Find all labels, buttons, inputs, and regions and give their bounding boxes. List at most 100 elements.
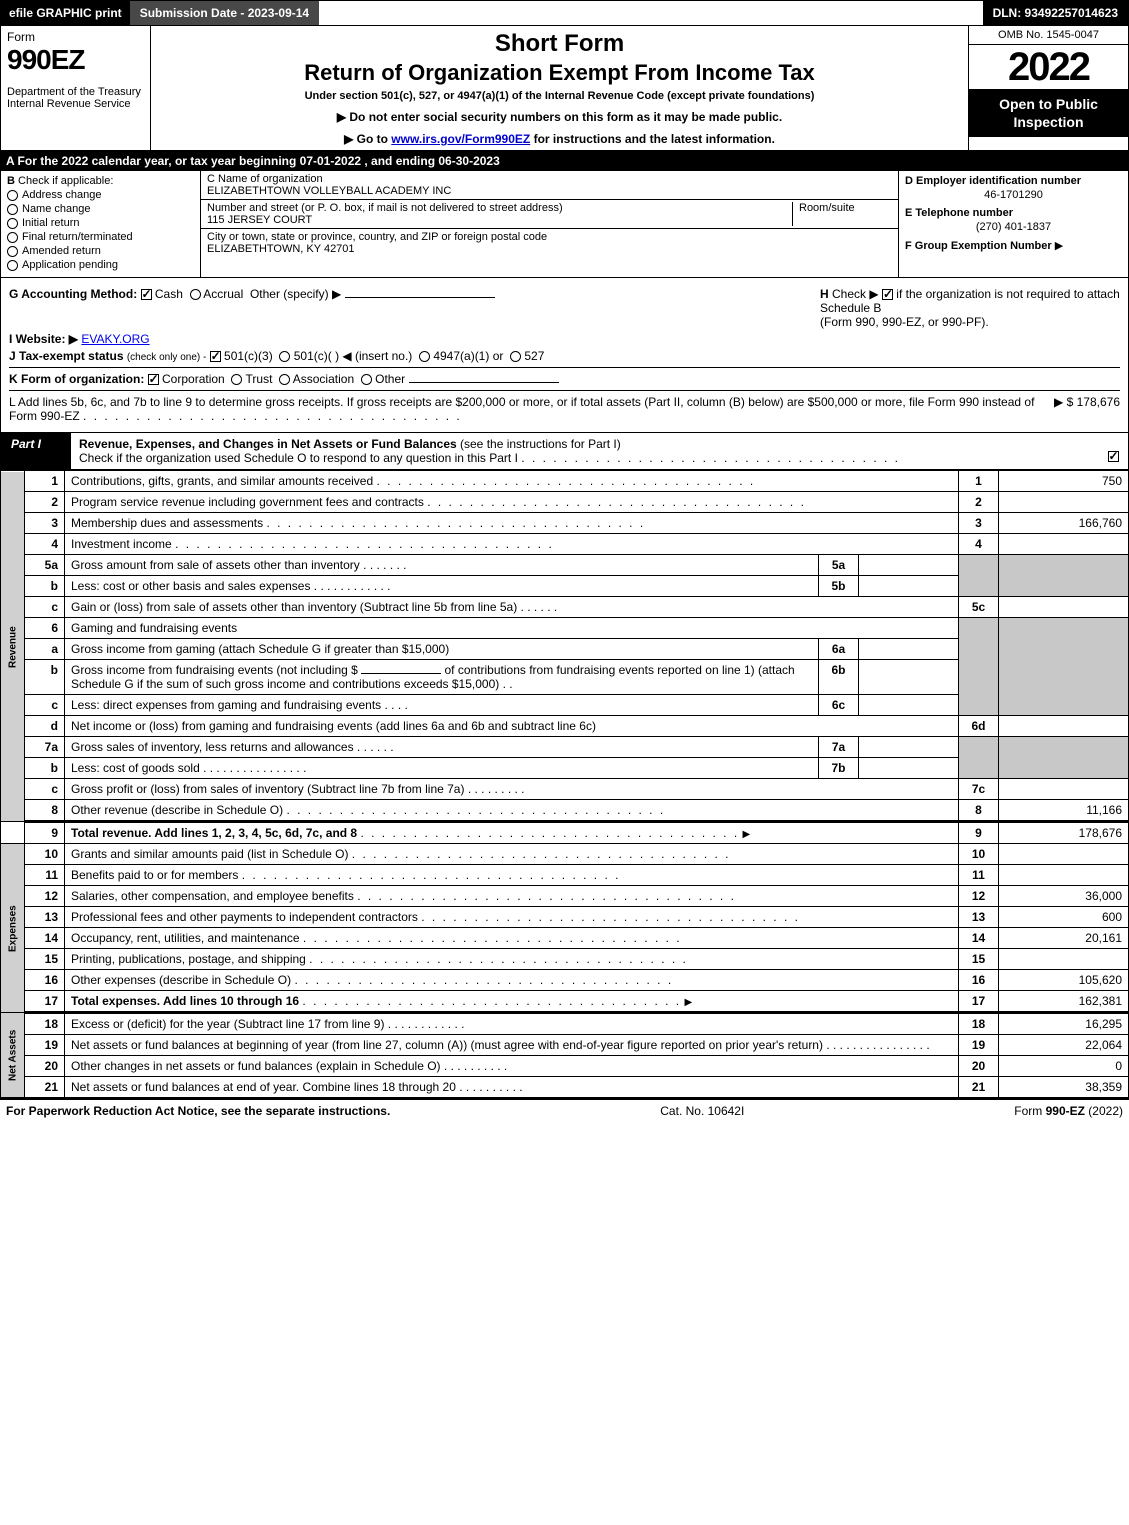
check-sched-b-not-required[interactable] (882, 289, 893, 300)
label-other-specify: Other (specify) ▶ (250, 287, 341, 301)
sidelabel-netassets: Net Assets (1, 1013, 25, 1098)
spacer (319, 1, 982, 25)
line-6b-amount-input[interactable] (361, 673, 441, 674)
check-initial-return[interactable] (7, 218, 18, 229)
label-cash: Cash (155, 287, 183, 301)
line-21-desc: Net assets or fund balances at end of ye… (71, 1080, 456, 1094)
check-final-return[interactable] (7, 232, 18, 243)
check-accrual[interactable] (190, 289, 201, 300)
check-address-change[interactable] (7, 190, 18, 201)
label-501c3: 501(c)(3) (224, 349, 273, 363)
line-11-val (999, 865, 1129, 886)
line-6c-subval (859, 695, 959, 716)
line-7c-rnum: 7c (959, 779, 999, 800)
g-label: G Accounting Method: (9, 287, 137, 301)
line-19-desc: Net assets or fund balances at beginning… (71, 1038, 823, 1052)
line-6c-num: c (25, 695, 65, 716)
line-6a-num: a (25, 639, 65, 660)
line-13-num: 13 (25, 907, 65, 928)
line-17-desc: Total expenses. Add lines 10 through 16 (71, 994, 299, 1008)
line-6d-val (999, 716, 1129, 737)
line-21-rnum: 21 (959, 1077, 999, 1098)
line-5c-val (999, 597, 1129, 618)
section-bcdef: B Check if applicable: Address change Na… (0, 171, 1129, 278)
subtitle-3: ▶ Go to www.irs.gov/Form990EZ for instru… (159, 132, 960, 146)
org-name: ELIZABETHTOWN VOLLEYBALL ACADEMY INC (207, 185, 892, 197)
j-sub: (check only one) - (127, 352, 206, 363)
ein-value: 46-1701290 (905, 189, 1122, 201)
i-label: I Website: ▶ (9, 332, 78, 346)
other-specify-input[interactable] (345, 297, 495, 298)
line-18-num: 18 (25, 1013, 65, 1035)
line-13-rnum: 13 (959, 907, 999, 928)
label-association: Association (293, 372, 354, 386)
line-16-num: 16 (25, 970, 65, 991)
line-6b-num: b (25, 660, 65, 695)
shade-6-rnum (959, 618, 999, 716)
f-label: F Group Exemption Number (905, 240, 1052, 252)
line-3-num: 3 (25, 513, 65, 534)
h-text-3: (Form 990, 990-EZ, or 990-PF). (820, 315, 989, 329)
line-17-val: 162,381 (999, 991, 1129, 1013)
check-501c3[interactable] (210, 351, 221, 362)
line-4-desc: Investment income (71, 537, 172, 551)
check-association[interactable] (279, 374, 290, 385)
label-address-change: Address change (22, 189, 102, 201)
check-527[interactable] (510, 351, 521, 362)
line-8-rnum: 8 (959, 800, 999, 822)
other-org-input[interactable] (409, 382, 559, 383)
check-501c[interactable] (279, 351, 290, 362)
label-application-pending: Application pending (22, 259, 118, 271)
line-20-rnum: 20 (959, 1056, 999, 1077)
line-5b-num: b (25, 576, 65, 597)
shade-5ab-rnum (959, 555, 999, 597)
check-corporation[interactable] (148, 374, 159, 385)
label-other-org: Other (375, 372, 405, 386)
org-city: ELIZABETHTOWN, KY 42701 (207, 243, 892, 255)
check-other-org[interactable] (361, 374, 372, 385)
check-schedule-o-used[interactable] (1108, 451, 1119, 462)
shade-7ab-rnum (959, 737, 999, 779)
line-12-val: 36,000 (999, 886, 1129, 907)
website-link[interactable]: EVAKY.ORG (81, 332, 149, 346)
line-4-val (999, 534, 1129, 555)
line-15-desc: Printing, publications, postage, and shi… (71, 952, 306, 966)
check-application-pending[interactable] (7, 260, 18, 271)
k-label: K Form of organization: (9, 372, 144, 386)
line-7a-num: 7a (25, 737, 65, 758)
check-amended-return[interactable] (7, 246, 18, 257)
line-10-num: 10 (25, 844, 65, 865)
line-11-num: 11 (25, 865, 65, 886)
line-20-desc: Other changes in net assets or fund bala… (71, 1059, 441, 1073)
col-def: D Employer identification number 46-1701… (898, 171, 1128, 277)
efile-print[interactable]: efile GRAPHIC print (1, 1, 130, 25)
footer-right-c: (2022) (1085, 1104, 1123, 1118)
label-accrual: Accrual (203, 287, 243, 301)
check-trust[interactable] (231, 374, 242, 385)
line-21-val: 38,359 (999, 1077, 1129, 1098)
part-1-title-sub: (see the instructions for Part I) (460, 437, 621, 451)
line-13-desc: Professional fees and other payments to … (71, 910, 418, 924)
line-7a-subval (859, 737, 959, 758)
check-cash[interactable] (141, 289, 152, 300)
phone-value: (270) 401-1837 (905, 221, 1122, 233)
part-1-check-text: Check if the organization used Schedule … (79, 451, 518, 465)
footer-center: Cat. No. 10642I (660, 1104, 744, 1118)
irs-link[interactable]: www.irs.gov/Form990EZ (391, 132, 530, 146)
line-5c-num: c (25, 597, 65, 618)
line-17-rnum: 17 (959, 991, 999, 1013)
sidelabel-revenue: Revenue (1, 471, 25, 822)
open-public-badge: Open to Public Inspection (969, 89, 1128, 137)
short-form-label: Short Form (159, 30, 960, 58)
line-1-rnum: 1 (959, 471, 999, 492)
line-12-num: 12 (25, 886, 65, 907)
check-4947[interactable] (419, 351, 430, 362)
line-5b-subval (859, 576, 959, 597)
line-4-rnum: 4 (959, 534, 999, 555)
line-15-num: 15 (25, 949, 65, 970)
line-2-rnum: 2 (959, 492, 999, 513)
line-5a-desc: Gross amount from sale of assets other t… (71, 558, 360, 572)
check-name-change[interactable] (7, 204, 18, 215)
rows-g-through-l: G Accounting Method: Cash Accrual Other … (0, 278, 1129, 433)
line-15-rnum: 15 (959, 949, 999, 970)
